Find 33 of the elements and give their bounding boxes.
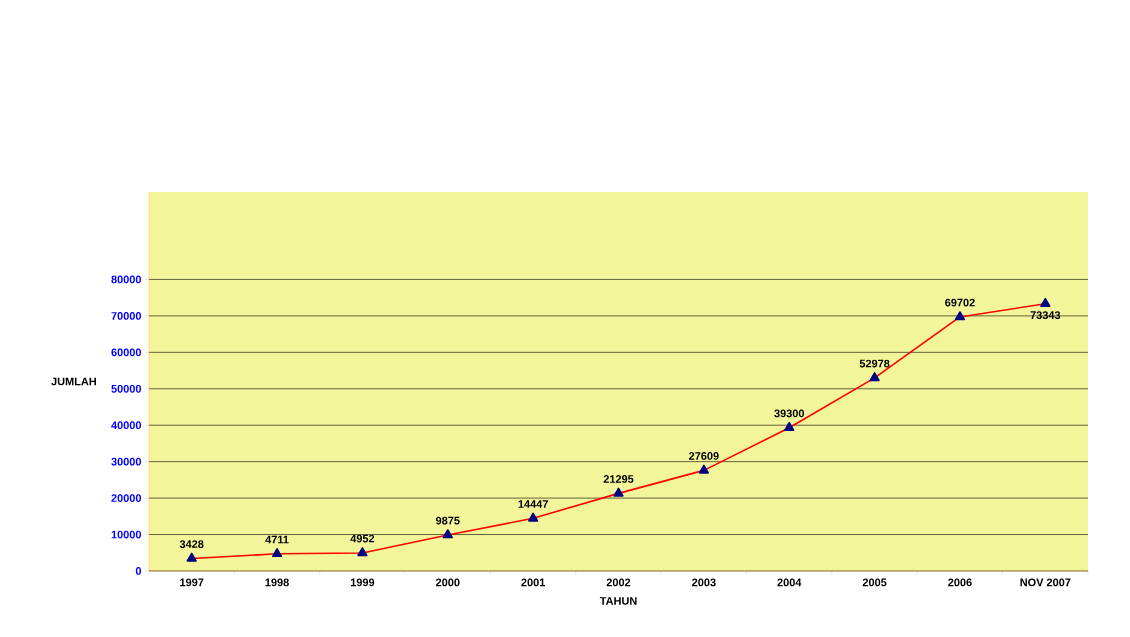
data-label: 73343	[1030, 311, 1061, 319]
x-tick-label: 2004	[777, 578, 802, 587]
x-tick-label: NOV 2007	[1020, 578, 1071, 587]
y-axis-title: JUMLAH	[51, 377, 96, 386]
x-tick-label: 2001	[521, 578, 546, 587]
x-tick-label: 2002	[606, 578, 631, 587]
data-label: 9875	[435, 516, 460, 525]
x-tick-label: 1999	[350, 578, 375, 587]
y-tick-label: 30000	[111, 457, 142, 466]
data-label: 39300	[774, 409, 805, 418]
x-axis-title: TAHUN	[599, 597, 637, 605]
y-tick-label: 50000	[111, 384, 142, 393]
y-tick-label: 40000	[111, 421, 142, 430]
x-tick-label: 2005	[862, 578, 887, 587]
x-tick-label: 2003	[692, 578, 716, 587]
data-label: 4952	[350, 534, 375, 543]
y-tick-label: 80000	[111, 275, 142, 284]
data-label: 27609	[689, 452, 719, 460]
x-tick-label: 1997	[180, 578, 204, 587]
x-tick-label: 2000	[435, 578, 460, 587]
data-label: 69702	[945, 298, 975, 307]
x-tick-label: 1998	[265, 578, 289, 587]
y-tick-label: 0	[135, 567, 142, 575]
y-tick-label: 70000	[111, 312, 142, 320]
data-label: 14447	[518, 500, 548, 508]
y-tick-label: 60000	[111, 348, 142, 357]
data-label: 21295	[603, 475, 634, 483]
y-tick-label: 20000	[111, 494, 142, 502]
y-tick-label: 10000	[111, 530, 142, 539]
x-tick-label: 2006	[948, 578, 972, 587]
data-label: 52978	[859, 359, 890, 368]
data-label: 4711	[265, 535, 289, 544]
data-label: 3428	[179, 540, 204, 548]
